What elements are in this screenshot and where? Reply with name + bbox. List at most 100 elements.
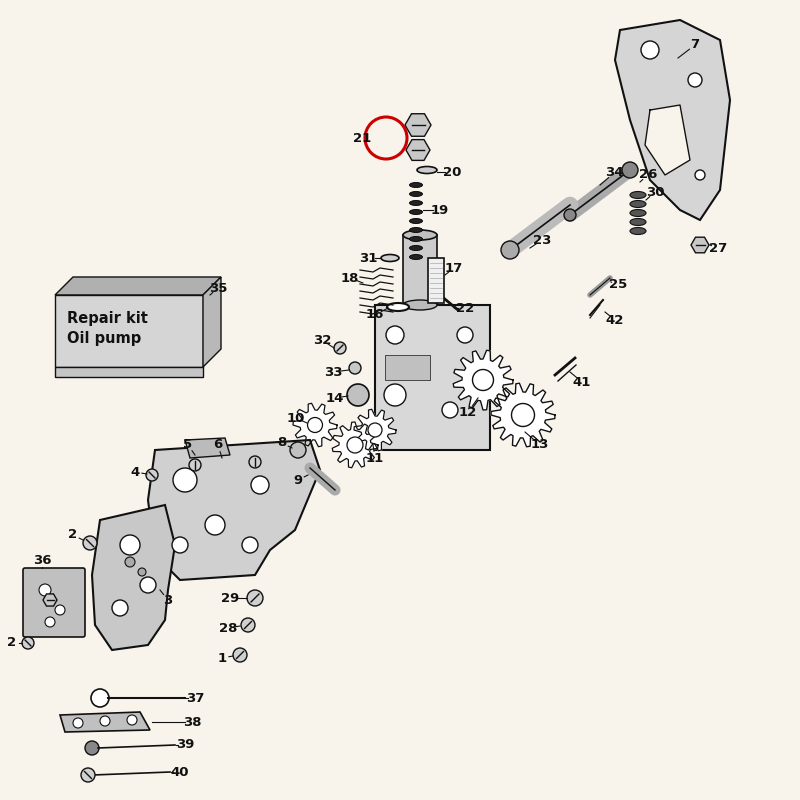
Circle shape	[233, 648, 247, 662]
Circle shape	[501, 241, 519, 259]
Ellipse shape	[410, 182, 422, 187]
Polygon shape	[454, 350, 513, 410]
Text: 36: 36	[33, 554, 51, 566]
Circle shape	[349, 362, 361, 374]
Circle shape	[442, 402, 458, 418]
Text: 31: 31	[359, 251, 377, 265]
Text: 4: 4	[130, 466, 140, 478]
Circle shape	[241, 618, 255, 632]
Text: 7: 7	[690, 38, 699, 51]
Polygon shape	[332, 422, 378, 468]
Text: 21: 21	[353, 131, 371, 145]
Text: 17: 17	[445, 262, 463, 274]
Circle shape	[39, 584, 51, 596]
Circle shape	[85, 741, 99, 755]
Circle shape	[125, 557, 135, 567]
Circle shape	[146, 469, 158, 481]
Text: 33: 33	[324, 366, 342, 378]
Text: 1: 1	[218, 651, 226, 665]
Text: 26: 26	[639, 169, 657, 182]
Circle shape	[120, 535, 140, 555]
Text: 18: 18	[341, 271, 359, 285]
Polygon shape	[385, 355, 430, 380]
Circle shape	[45, 617, 55, 627]
Text: 40: 40	[170, 766, 190, 778]
Circle shape	[247, 590, 263, 606]
Circle shape	[140, 577, 156, 593]
Ellipse shape	[630, 227, 646, 234]
Circle shape	[384, 384, 406, 406]
Polygon shape	[354, 410, 396, 450]
Polygon shape	[645, 105, 690, 175]
Ellipse shape	[410, 237, 422, 242]
Text: 2: 2	[69, 529, 78, 542]
Circle shape	[473, 370, 494, 390]
Circle shape	[81, 768, 95, 782]
Text: 27: 27	[709, 242, 727, 254]
Circle shape	[22, 637, 34, 649]
Bar	[403, 235, 437, 305]
Polygon shape	[406, 140, 430, 160]
Ellipse shape	[403, 230, 437, 240]
Text: 12: 12	[459, 406, 477, 418]
Text: 9: 9	[294, 474, 302, 486]
Ellipse shape	[630, 191, 646, 198]
Circle shape	[55, 605, 65, 615]
Polygon shape	[293, 403, 337, 446]
Circle shape	[91, 689, 109, 707]
Text: 10: 10	[287, 411, 305, 425]
Polygon shape	[55, 367, 203, 377]
Circle shape	[511, 403, 534, 426]
Text: 8: 8	[278, 437, 286, 450]
Text: 37: 37	[186, 691, 204, 705]
Text: 5: 5	[183, 438, 193, 451]
Circle shape	[347, 384, 369, 406]
Polygon shape	[405, 114, 431, 136]
Text: 38: 38	[182, 715, 202, 729]
Ellipse shape	[410, 254, 422, 259]
Circle shape	[347, 437, 363, 453]
Text: 30: 30	[646, 186, 664, 198]
Circle shape	[138, 568, 146, 576]
Polygon shape	[491, 383, 555, 446]
Polygon shape	[203, 277, 221, 367]
Text: 14: 14	[326, 391, 344, 405]
Polygon shape	[92, 505, 175, 650]
Circle shape	[307, 418, 322, 433]
Polygon shape	[148, 440, 320, 580]
Circle shape	[251, 476, 269, 494]
Circle shape	[127, 715, 137, 725]
Text: 29: 29	[221, 591, 239, 605]
Polygon shape	[43, 594, 57, 606]
Bar	[375, 305, 490, 450]
Circle shape	[688, 73, 702, 87]
Circle shape	[695, 170, 705, 180]
Text: 3: 3	[163, 594, 173, 606]
Circle shape	[622, 162, 638, 178]
Polygon shape	[55, 277, 221, 295]
Ellipse shape	[410, 201, 422, 206]
Ellipse shape	[410, 227, 422, 233]
Circle shape	[290, 442, 306, 458]
Ellipse shape	[630, 218, 646, 226]
Circle shape	[657, 147, 673, 163]
Ellipse shape	[410, 246, 422, 250]
Circle shape	[249, 456, 261, 468]
Circle shape	[173, 468, 197, 492]
Ellipse shape	[630, 201, 646, 207]
Text: 16: 16	[366, 309, 384, 322]
Text: 23: 23	[533, 234, 551, 246]
Circle shape	[564, 209, 576, 221]
Circle shape	[334, 342, 346, 354]
FancyBboxPatch shape	[23, 568, 85, 637]
Text: 22: 22	[456, 302, 474, 314]
Text: 19: 19	[431, 203, 449, 217]
Text: 32: 32	[313, 334, 331, 346]
Circle shape	[172, 537, 188, 553]
Circle shape	[386, 326, 404, 344]
Circle shape	[457, 327, 473, 343]
Polygon shape	[55, 295, 203, 367]
Text: 11: 11	[366, 451, 384, 465]
Polygon shape	[615, 20, 730, 220]
Text: Repair kit: Repair kit	[67, 311, 148, 326]
